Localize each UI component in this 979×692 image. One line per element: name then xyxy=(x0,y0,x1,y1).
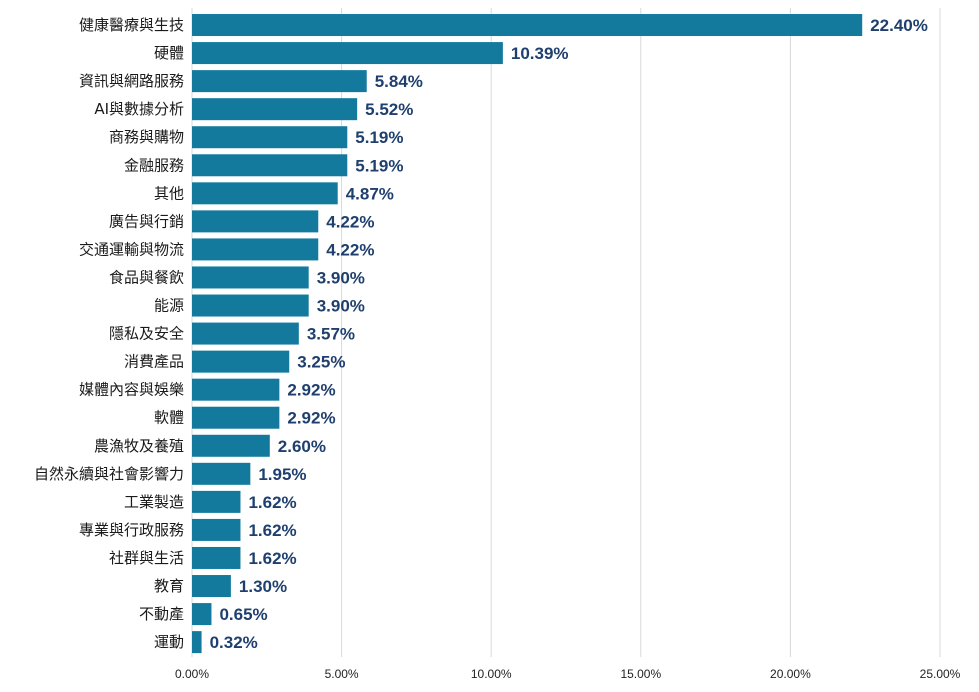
bar xyxy=(192,154,348,177)
x-tick-label: 10.00% xyxy=(471,667,512,681)
category-label: 專業與行政服務 xyxy=(79,521,184,539)
category-label: 媒體內容與娛樂 xyxy=(79,381,184,399)
bar xyxy=(192,462,251,485)
x-axis-ticks: 0.00% 5.00% 10.00% 15.00% 20.00% 25.00% xyxy=(175,667,961,681)
bar xyxy=(192,575,231,598)
category-label: 廣告與行銷 xyxy=(109,212,184,230)
category-label: 教育 xyxy=(154,577,184,595)
bar xyxy=(192,182,338,205)
value-label: 1.62% xyxy=(248,549,296,568)
value-label: 5.84% xyxy=(375,72,423,91)
category-label: 消費產品 xyxy=(124,353,184,371)
bar xyxy=(192,210,319,233)
bar xyxy=(192,14,863,37)
value-label: 3.90% xyxy=(317,268,365,287)
value-label: 10.39% xyxy=(511,44,569,63)
value-label: 3.90% xyxy=(317,297,365,316)
value-label: 2.92% xyxy=(287,409,335,428)
category-label: 其他 xyxy=(154,184,184,202)
bar xyxy=(192,322,299,345)
value-label: 5.19% xyxy=(355,128,403,147)
x-tick-label: 20.00% xyxy=(770,667,811,681)
category-label: 運動 xyxy=(154,633,184,651)
category-label: 自然永續與社會影響力 xyxy=(34,465,184,483)
category-label: 社群與生活 xyxy=(109,549,184,567)
category-label: AI與數據分析 xyxy=(94,100,184,118)
bar xyxy=(192,378,280,401)
bar xyxy=(192,350,290,373)
bar xyxy=(192,406,280,429)
category-label: 資訊與網路服務 xyxy=(79,72,184,90)
category-label: 農漁牧及養殖 xyxy=(94,437,184,455)
value-label: 4.87% xyxy=(346,184,394,203)
category-label: 食品與餐飲 xyxy=(109,268,184,286)
value-label: 1.62% xyxy=(248,493,296,512)
bar xyxy=(192,42,503,65)
value-label: 3.57% xyxy=(307,325,355,344)
x-tick-label: 0.00% xyxy=(175,667,209,681)
category-label: 交通運輸與物流 xyxy=(79,240,184,258)
value-label: 2.92% xyxy=(287,381,335,400)
bar xyxy=(192,126,348,149)
bar xyxy=(192,238,319,261)
x-tick-label: 5.00% xyxy=(325,667,359,681)
value-label: 3.25% xyxy=(297,353,345,372)
x-tick-label: 25.00% xyxy=(920,667,961,681)
value-label: 4.22% xyxy=(326,212,374,231)
bar xyxy=(192,434,270,457)
bar xyxy=(192,631,202,654)
category-label: 能源 xyxy=(154,297,184,315)
category-label: 隱私及安全 xyxy=(109,325,184,343)
value-label: 0.65% xyxy=(219,605,267,624)
value-label: 5.52% xyxy=(365,100,413,119)
category-label: 商務與購物 xyxy=(109,128,184,146)
bar xyxy=(192,266,309,289)
bar xyxy=(192,518,241,541)
bar xyxy=(192,98,358,121)
category-label: 工業製造 xyxy=(124,493,184,511)
value-label: 1.62% xyxy=(248,521,296,540)
bar xyxy=(192,490,241,513)
bar xyxy=(192,70,367,93)
x-tick-label: 15.00% xyxy=(620,667,661,681)
category-label: 健康醫療與生技 xyxy=(79,16,184,34)
value-label: 5.19% xyxy=(355,156,403,175)
category-label: 金融服務 xyxy=(124,156,184,174)
value-label: 4.22% xyxy=(326,240,374,259)
bar xyxy=(192,603,212,626)
category-label: 硬體 xyxy=(154,44,184,62)
bars xyxy=(192,14,863,654)
value-labels: 22.40% 10.39% 5.84% 5.52% 5.19% 5.19% 4.87% 4.2… xyxy=(210,16,928,652)
value-label: 22.40% xyxy=(870,16,928,35)
value-label: 1.95% xyxy=(258,465,306,484)
value-label: 2.60% xyxy=(278,437,326,456)
value-label: 1.30% xyxy=(239,577,287,596)
category-label: 軟體 xyxy=(154,409,184,427)
value-label: 0.32% xyxy=(210,633,258,652)
bar xyxy=(192,294,309,317)
category-label: 不動產 xyxy=(139,605,184,623)
bar xyxy=(192,546,241,569)
